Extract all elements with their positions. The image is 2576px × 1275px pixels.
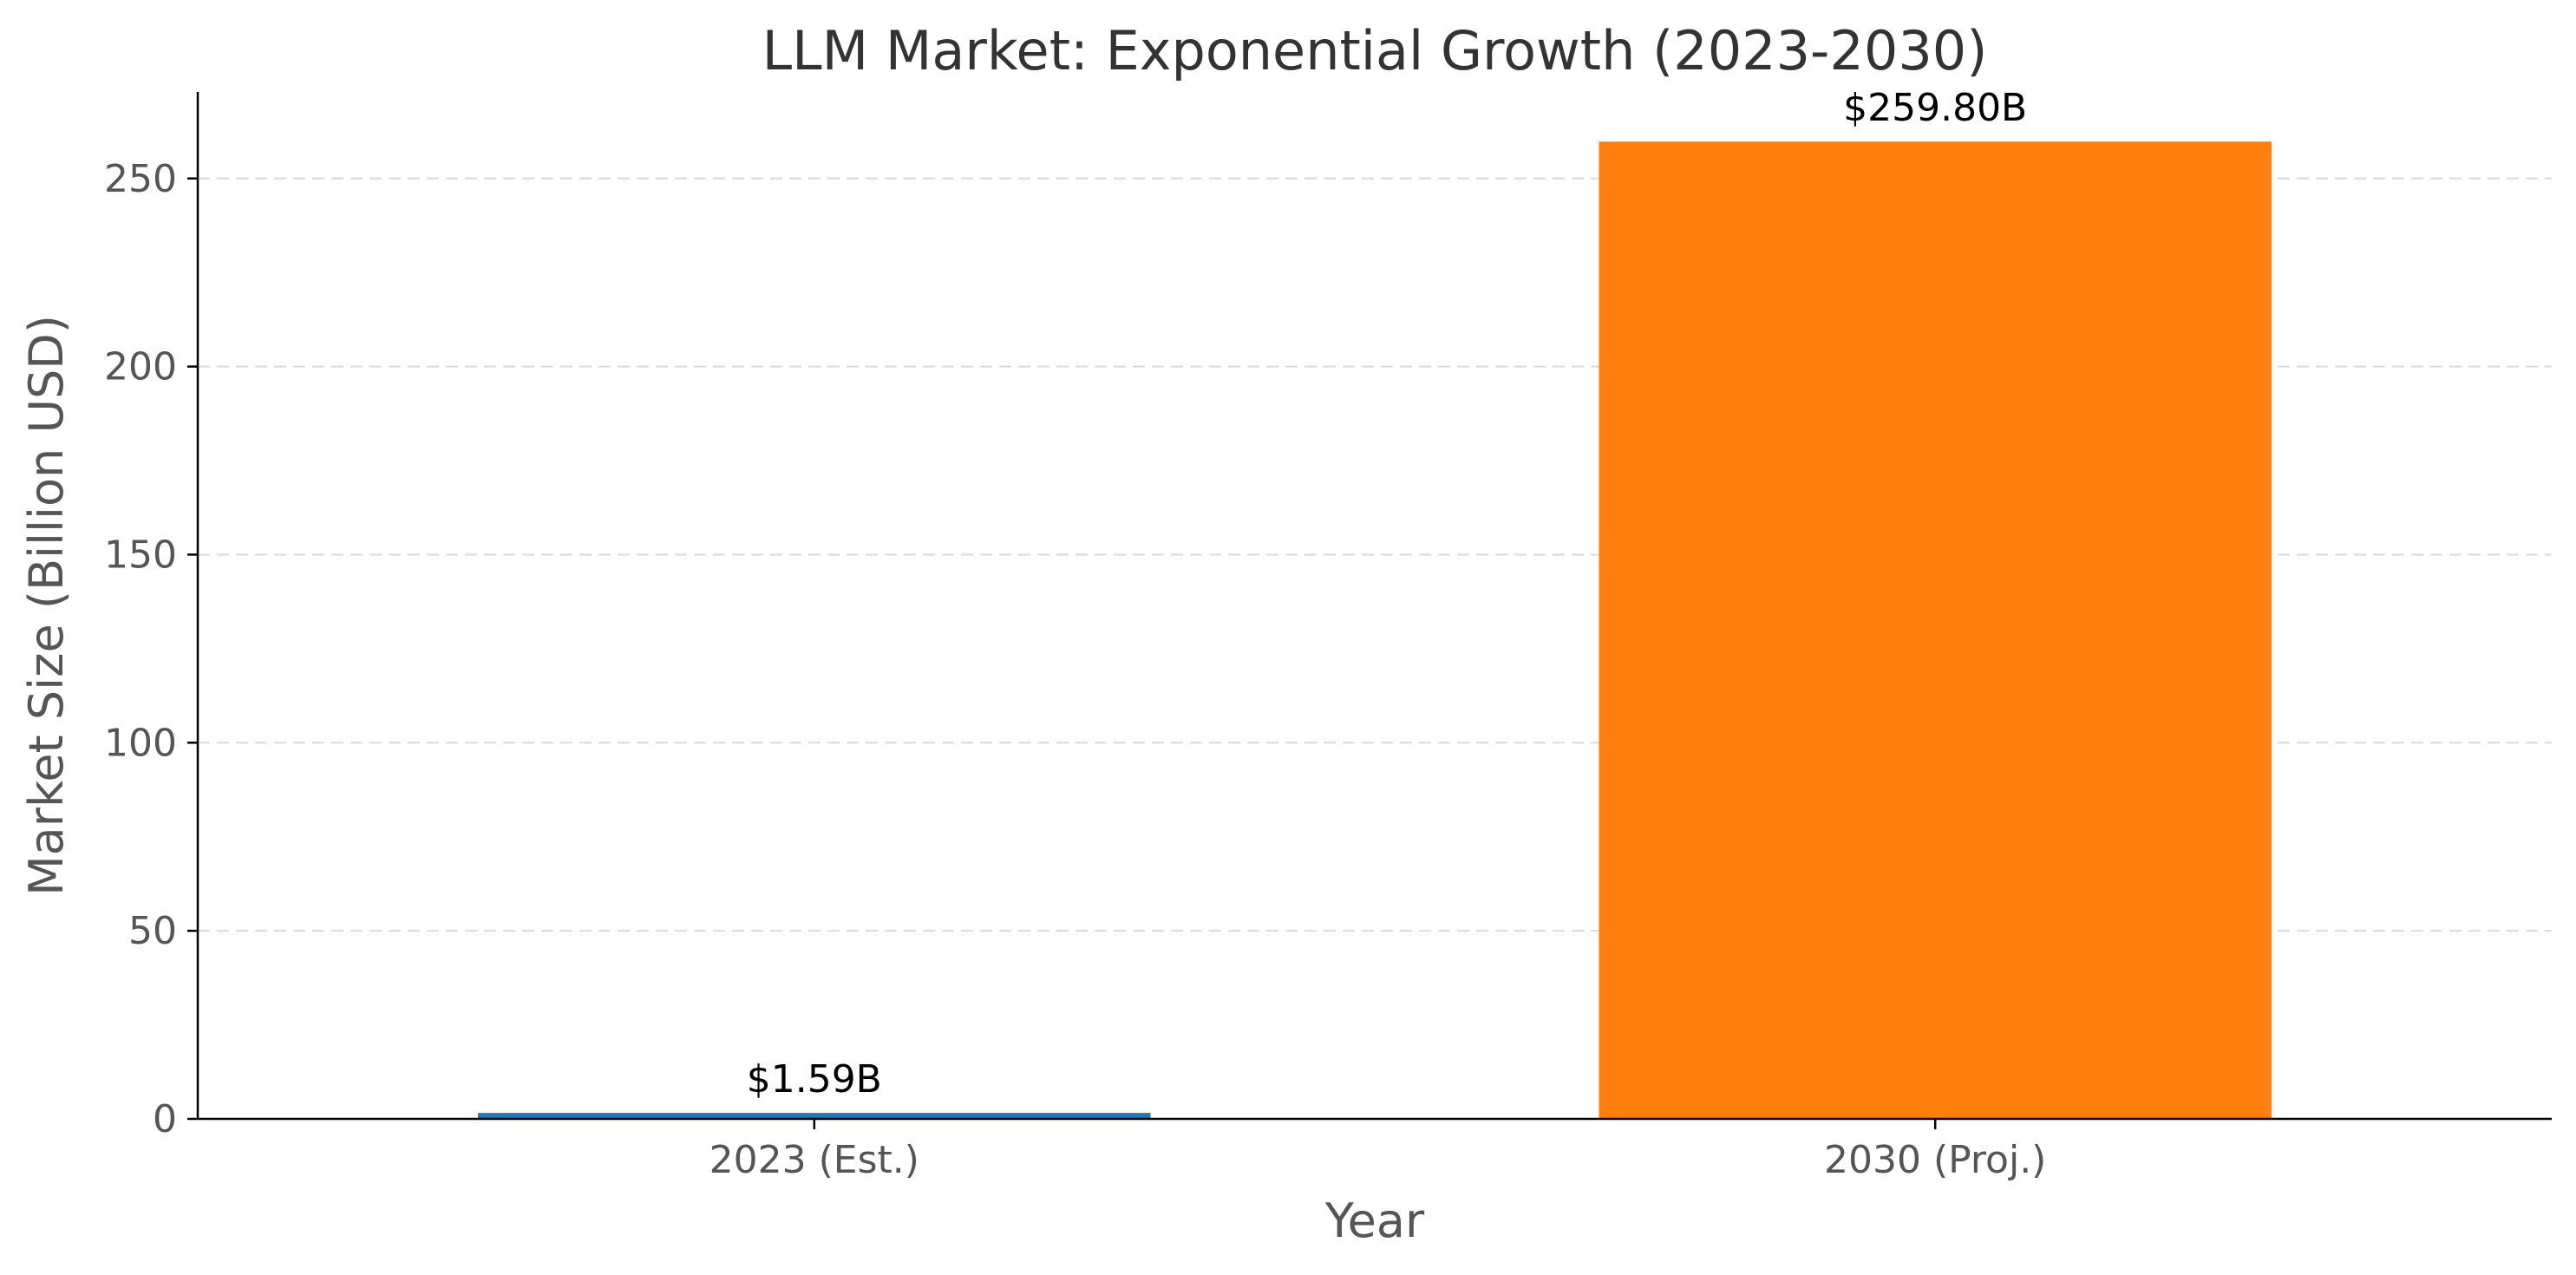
- y-axis-label: Market Size (Billion USD): [19, 315, 74, 896]
- x-axis-label: Year: [1324, 1193, 1425, 1248]
- y-tick-label: 50: [128, 909, 177, 953]
- x-ticks: 2023 (Est.) 2030 (Proj.): [709, 1119, 2046, 1182]
- y-tick-label: 0: [153, 1097, 177, 1141]
- y-tick-label: 200: [104, 345, 177, 389]
- axes: [196, 92, 2552, 1121]
- y-ticks: 0 50 100 150 200 250: [104, 157, 198, 1141]
- bar-data-label: $1.59B: [747, 1057, 882, 1102]
- bar-data-label: $259.80B: [1843, 86, 2027, 130]
- y-tick-label: 150: [104, 533, 177, 577]
- x-tick-label: 2030 (Proj.): [1824, 1138, 2046, 1182]
- bars: [478, 141, 2272, 1120]
- bar: [478, 1113, 1151, 1119]
- x-tick-label: 2023 (Est.): [709, 1138, 919, 1182]
- y-tick-label: 100: [104, 721, 177, 765]
- y-tick-label: 250: [104, 157, 177, 201]
- grid-lines: [198, 177, 2552, 932]
- bar: [1599, 141, 2272, 1120]
- chart-title: LLM Market: Exponential Growth (2023-203…: [762, 19, 1988, 82]
- data-labels: $1.59B $259.80B: [747, 86, 2028, 1102]
